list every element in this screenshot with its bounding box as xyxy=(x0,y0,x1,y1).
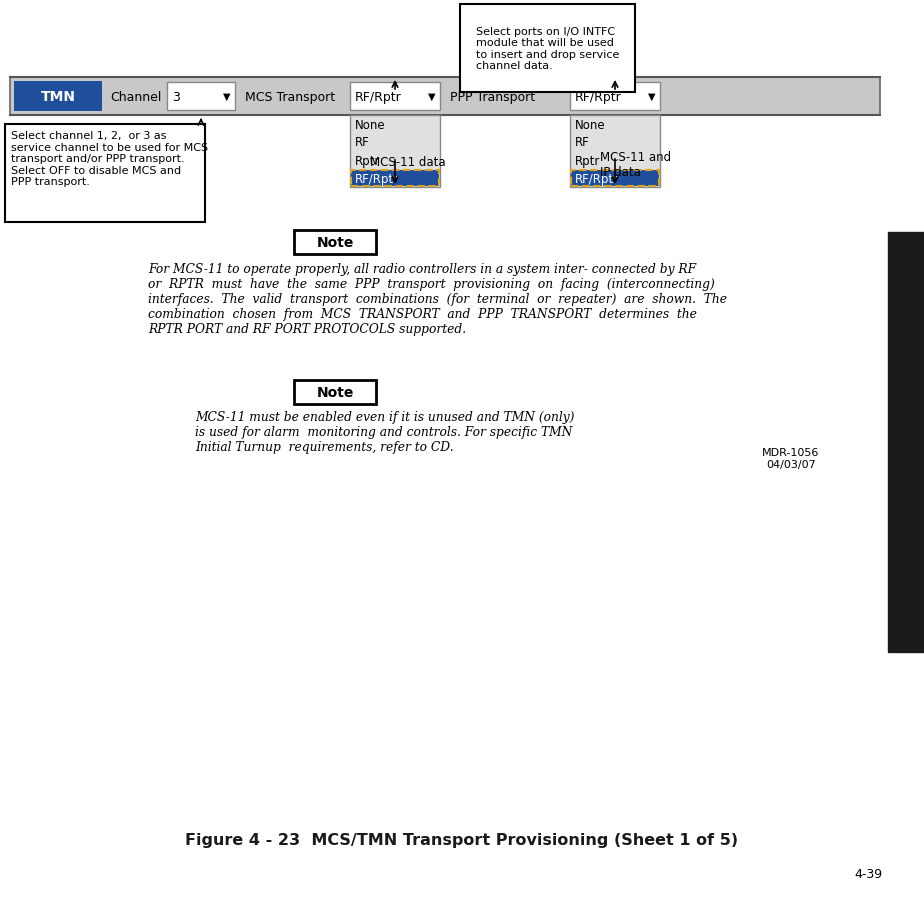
Text: PPP Transport: PPP Transport xyxy=(450,90,535,104)
Text: TMN: TMN xyxy=(41,90,76,104)
Text: Rptr: Rptr xyxy=(355,154,381,167)
Text: MDR-1056
04/03/07: MDR-1056 04/03/07 xyxy=(762,447,820,469)
Text: 4-39: 4-39 xyxy=(854,868,882,880)
Text: ▼: ▼ xyxy=(224,92,231,102)
Text: RF/Rptr: RF/Rptr xyxy=(355,90,402,104)
Bar xyxy=(888,233,924,652)
Text: None: None xyxy=(575,118,605,132)
Text: RF/Rptr: RF/Rptr xyxy=(575,172,619,185)
Bar xyxy=(571,170,659,187)
Text: MCS-11 data: MCS-11 data xyxy=(370,156,445,170)
Bar xyxy=(570,83,660,111)
Text: Note: Note xyxy=(316,235,354,250)
Text: RF: RF xyxy=(355,136,370,150)
Bar xyxy=(294,381,376,405)
Text: RF/Rptr: RF/Rptr xyxy=(575,90,622,104)
Text: Figure 4 - 23  MCS/TMN Transport Provisioning (Sheet 1 of 5): Figure 4 - 23 MCS/TMN Transport Provisio… xyxy=(186,833,738,848)
Bar xyxy=(10,78,880,115)
Bar xyxy=(14,82,102,112)
Bar xyxy=(350,83,440,111)
Text: MCS Transport: MCS Transport xyxy=(245,90,335,104)
Text: RF: RF xyxy=(575,136,590,150)
Bar xyxy=(5,124,205,223)
Text: Select ports on I/O INTFC
module that will be used
to insert and drop service
ch: Select ports on I/O INTFC module that wi… xyxy=(476,26,619,71)
Text: Rptr: Rptr xyxy=(575,154,601,167)
Text: For MCS-11 to operate properly, all radio controllers in a system inter- connect: For MCS-11 to operate properly, all radi… xyxy=(148,262,727,336)
Text: ▼: ▼ xyxy=(649,92,656,102)
Bar xyxy=(294,231,376,254)
Text: ▼: ▼ xyxy=(428,92,436,102)
Bar xyxy=(350,115,440,188)
Text: Select channel 1, 2,  or 3 as
service channel to be used for MCS
transport and/o: Select channel 1, 2, or 3 as service cha… xyxy=(11,131,208,188)
Bar xyxy=(460,5,635,93)
Text: Channel: Channel xyxy=(110,90,162,104)
Text: Note: Note xyxy=(316,385,354,400)
Text: None: None xyxy=(355,118,385,132)
Bar xyxy=(167,83,235,111)
Bar xyxy=(351,170,439,187)
Text: MCS-11 and
IP data: MCS-11 and IP data xyxy=(600,151,671,179)
Bar xyxy=(570,115,660,188)
Text: RF/Rptr: RF/Rptr xyxy=(355,172,399,185)
Text: 3: 3 xyxy=(172,90,180,104)
Text: MCS-11 must be enabled even if it is unused and TMN (only)
is used for alarm  mo: MCS-11 must be enabled even if it is unu… xyxy=(195,410,575,454)
